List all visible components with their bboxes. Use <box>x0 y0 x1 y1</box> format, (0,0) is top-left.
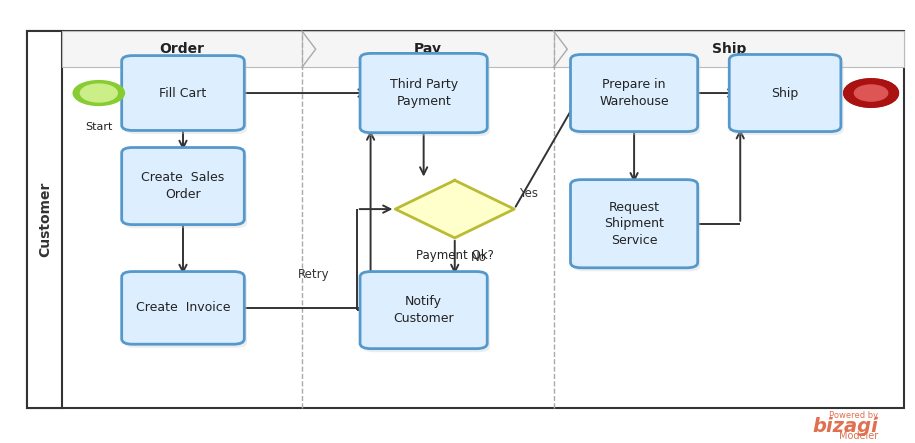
FancyBboxPatch shape <box>571 54 697 132</box>
Circle shape <box>855 85 888 101</box>
Text: Customer: Customer <box>38 182 52 257</box>
Text: Pay: Pay <box>414 42 442 56</box>
FancyBboxPatch shape <box>122 148 244 225</box>
Text: Third Party
Payment: Third Party Payment <box>390 78 458 108</box>
Text: Powered by: Powered by <box>829 411 878 420</box>
Text: Ship: Ship <box>712 42 746 56</box>
FancyBboxPatch shape <box>124 275 247 348</box>
Text: Order: Order <box>159 42 205 56</box>
Text: Retry: Retry <box>298 268 329 281</box>
FancyBboxPatch shape <box>732 58 844 135</box>
Text: Start: Start <box>85 122 113 132</box>
Text: Fill Cart: Fill Cart <box>159 86 207 100</box>
FancyBboxPatch shape <box>729 54 841 132</box>
Text: Ship: Ship <box>771 86 799 100</box>
Circle shape <box>845 81 897 105</box>
Text: Create  Sales
Order: Create Sales Order <box>142 171 224 201</box>
Bar <box>27 31 904 408</box>
FancyBboxPatch shape <box>571 180 697 268</box>
FancyBboxPatch shape <box>124 151 247 228</box>
Text: bizagi: bizagi <box>813 417 878 435</box>
FancyBboxPatch shape <box>362 275 490 352</box>
FancyBboxPatch shape <box>573 58 701 135</box>
Bar <box>554 31 904 67</box>
FancyBboxPatch shape <box>122 272 244 344</box>
FancyBboxPatch shape <box>122 56 244 131</box>
Text: Yes: Yes <box>519 187 538 200</box>
Text: Prepare in
Warehouse: Prepare in Warehouse <box>599 78 669 108</box>
Text: No: No <box>471 251 487 264</box>
Text: Modeler: Modeler <box>839 431 878 441</box>
Bar <box>302 31 554 67</box>
FancyBboxPatch shape <box>361 272 487 349</box>
Text: Payment Ok?: Payment Ok? <box>415 249 494 262</box>
FancyBboxPatch shape <box>362 57 490 136</box>
FancyBboxPatch shape <box>361 54 487 133</box>
Circle shape <box>81 84 117 102</box>
Text: Request
Shipment
Service: Request Shipment Service <box>604 201 664 247</box>
Text: Create  Invoice: Create Invoice <box>135 301 231 315</box>
Bar <box>27 31 62 408</box>
Polygon shape <box>395 180 514 238</box>
Text: Notify
Customer: Notify Customer <box>393 295 454 325</box>
Bar <box>62 31 302 67</box>
Circle shape <box>73 81 124 105</box>
FancyBboxPatch shape <box>124 59 247 134</box>
FancyBboxPatch shape <box>573 183 701 271</box>
